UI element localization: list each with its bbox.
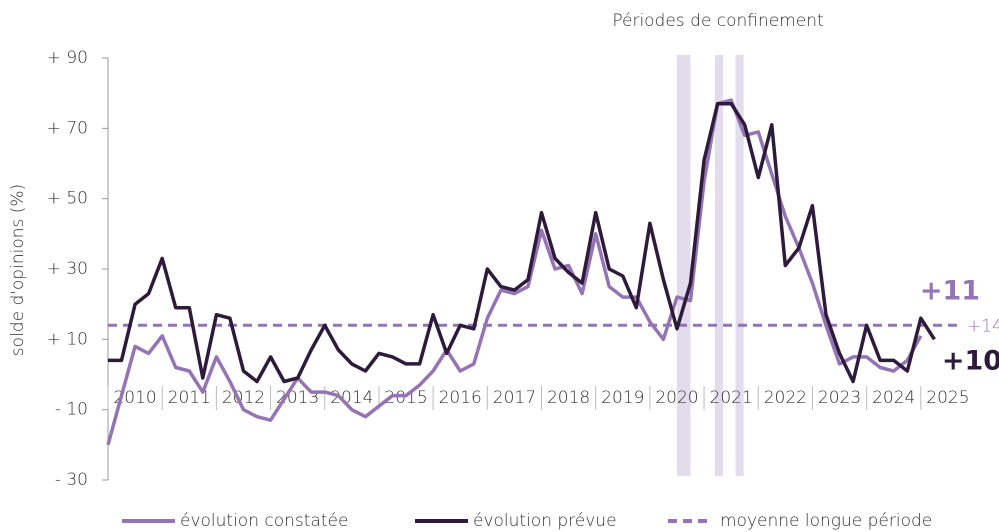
lockdown-band [714, 55, 724, 476]
x-tick-label: 2015 [384, 388, 427, 408]
x-tick-label: 2021 [710, 388, 753, 408]
x-tick-label: 2024 [872, 388, 915, 408]
series-line [108, 101, 936, 384]
y-tick-label: - 10 [55, 400, 88, 420]
series-line [106, 98, 923, 446]
y-tick-label: + 10 [47, 329, 88, 349]
lockdown-band [676, 55, 691, 476]
legend-label: moyenne longue période [720, 511, 932, 531]
y-tick-label: + 90 [47, 48, 88, 68]
y-tick-label: + 70 [47, 118, 88, 138]
x-tick-label: 2025 [926, 388, 969, 408]
legend-label: évolution prévue [473, 511, 617, 531]
y-tick-label: + 50 [47, 189, 88, 209]
y-tick-label: + 30 [47, 259, 88, 279]
end-label: +10 [942, 346, 999, 377]
x-tick-label: 2023 [818, 388, 861, 408]
x-tick-label: 2010 [113, 388, 156, 408]
x-tick-label: 2017 [493, 388, 536, 408]
average-label: +14 [967, 316, 999, 336]
end-label: +11 [920, 276, 980, 307]
x-tick-label: 2011 [168, 388, 211, 408]
x-tick-label: 2022 [764, 388, 807, 408]
x-tick-label: 2012 [222, 388, 265, 408]
x-tick-label: 2014 [330, 388, 373, 408]
y-axis-title: solde d'opinions (%) [8, 184, 28, 356]
x-tick-label: 2018 [547, 388, 590, 408]
band-annotation: Périodes de confinement [612, 11, 823, 31]
lockdown-band [735, 55, 744, 476]
x-tick-label: 2016 [439, 388, 482, 408]
legend-label: évolution constatée [180, 511, 348, 531]
x-tick-label: 2019 [601, 388, 644, 408]
y-tick-label: - 30 [55, 470, 88, 490]
x-tick-label: 2020 [655, 388, 698, 408]
